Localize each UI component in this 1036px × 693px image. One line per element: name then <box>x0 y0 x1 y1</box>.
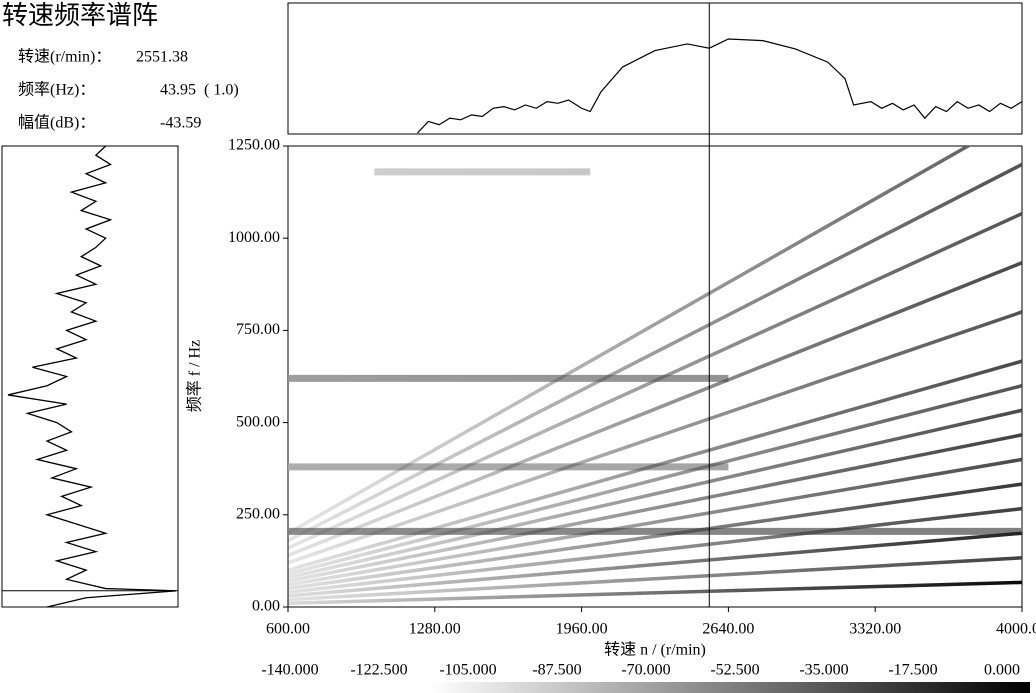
order-line <box>288 162 1022 543</box>
colorbar-tick-label: -122.500 <box>350 662 407 679</box>
readout-value: -43.59 <box>160 115 201 132</box>
colorbar-tick-label: -35.000 <box>799 662 848 679</box>
readout-value: 2551.38 <box>136 49 188 66</box>
freq-profile <box>7 145 177 608</box>
order-line <box>288 359 1022 572</box>
y-tick-label: 1000.00 <box>228 229 280 246</box>
speed-panel <box>287 2 1023 135</box>
colorbar-tick-label: -87.500 <box>532 662 581 679</box>
order-line <box>288 433 1022 583</box>
colorbar-tick-label: -105.000 <box>439 662 496 679</box>
readout-label: 幅值(dB)： <box>18 114 95 132</box>
x-axis-label: 转速 n / (r/min) <box>604 641 706 659</box>
y-tick-label: 500.00 <box>236 413 280 430</box>
y-tick-label: 1250.00 <box>228 137 280 154</box>
x-tick-label: 600.00 <box>266 621 310 638</box>
order-line <box>288 408 1022 580</box>
spectrogram <box>288 146 1022 606</box>
freq-panel <box>1 145 179 608</box>
speed-profile <box>417 38 1023 134</box>
colorbar-tick-label: -17.500 <box>888 662 937 679</box>
colorbar-tick-label: -52.500 <box>710 662 759 679</box>
order-line <box>288 531 1022 598</box>
order-line <box>288 580 1022 606</box>
x-tick-label: 3320.00 <box>849 621 901 638</box>
order-readout: ( 1.0) <box>204 82 239 99</box>
colorbar-tick-label: 0.000 <box>984 662 1020 679</box>
colorbar <box>430 682 1030 693</box>
colorbar-tick-label: -140.000 <box>261 662 318 679</box>
x-tick-label: 4000.00 <box>996 621 1036 638</box>
y-tick-label: 750.00 <box>236 321 280 338</box>
y-axis-label: 频率 f / Hz <box>186 340 204 412</box>
order-line <box>288 212 1022 550</box>
x-tick-label: 2640.00 <box>702 621 754 638</box>
chart-title: 转速频率谱阵 <box>2 1 158 30</box>
order-line <box>288 482 1022 591</box>
order-line <box>288 384 1022 576</box>
y-tick-label: 0.00 <box>252 598 280 615</box>
colorbar-tick-label: -70.000 <box>621 662 670 679</box>
x-tick-label: 1960.00 <box>556 621 608 638</box>
x-tick-label: 1280.00 <box>409 621 461 638</box>
readout-label: 频率(Hz)： <box>18 81 95 99</box>
readout-label: 转速(r/min)： <box>18 48 111 66</box>
order-line <box>288 457 1022 587</box>
y-tick-label: 250.00 <box>236 505 280 522</box>
order-line <box>288 506 1022 594</box>
order-line <box>288 556 1022 602</box>
order-line <box>288 261 1022 557</box>
order-line <box>288 310 1022 565</box>
order-line <box>288 146 972 535</box>
readout-value: 43.95 <box>160 82 196 99</box>
